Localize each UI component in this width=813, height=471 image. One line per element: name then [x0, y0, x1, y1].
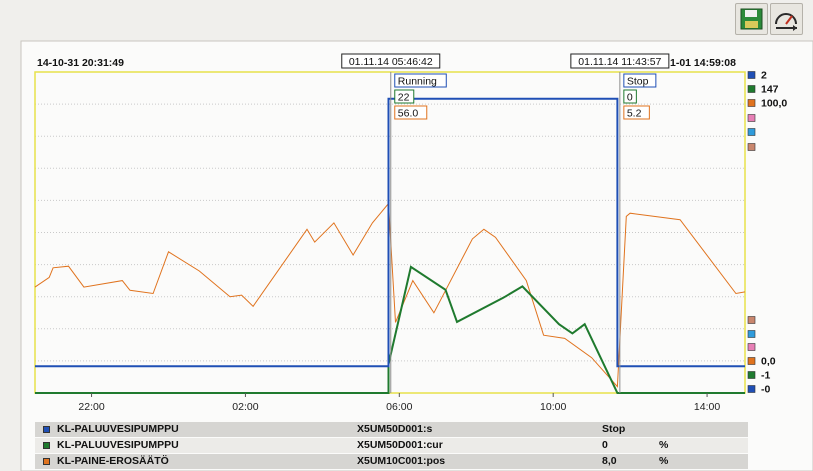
cursor-value-box [394, 89, 415, 104]
legend-signal: X5UM50D001:cur [357, 439, 443, 451]
cursor-value-box [394, 73, 447, 88]
legend-swatch [43, 426, 50, 433]
legend-swatch [43, 458, 50, 465]
axis-marker [747, 357, 756, 365]
cursor-value-label: 56.0 [398, 108, 419, 120]
axis-marker-label: -1 [761, 370, 770, 382]
legend-row[interactable]: KL-PALUUVESIPUMPPU X5UM50D001:s Stop [35, 422, 748, 437]
axis-marker-label: 100,0 [761, 98, 787, 110]
legend-signal: X5UM10C001:pos [357, 455, 446, 467]
x-tick-label: 02:00 [232, 401, 258, 413]
plot-area [34, 71, 746, 394]
start-time-label: 14-10-31 20:31:49 [37, 57, 124, 69]
legend-unit: % [659, 439, 669, 451]
x-tick-label: 22:00 [78, 401, 104, 413]
legend-name: KL-PALUUVESIPUMPPU [57, 439, 179, 451]
legend-row[interactable]: KL-PAINE-EROSÄÄTÖ X5UM10C001:pos 8,0% [35, 454, 748, 469]
legend-value: Stop [602, 423, 626, 435]
legend-name: KL-PALUUVESIPUMPPU [57, 423, 179, 435]
floppy-disk-icon [740, 8, 763, 30]
axis-marker [747, 99, 756, 107]
axis-marker-label: 0,0 [761, 356, 776, 368]
axis-marker [747, 371, 756, 379]
gauge-arrow-icon [775, 13, 797, 31]
cursor-value-box [623, 73, 657, 88]
x-tick-label: 14:00 [694, 401, 720, 413]
cursor-value-label: Stop [627, 76, 649, 88]
cursor-time-label: 01.11.14 05:46:42 [349, 56, 433, 68]
axis-marker [747, 385, 756, 393]
cursor-value-label: 5.2 [627, 108, 642, 120]
timescale-button[interactable] [770, 3, 803, 35]
axis-marker [747, 316, 756, 324]
cursor-value-label: 0 [627, 92, 633, 104]
legend-swatch [43, 442, 50, 449]
cursor-value-box [623, 89, 637, 104]
legend-name: KL-PAINE-EROSÄÄTÖ [57, 455, 169, 467]
axis-marker [747, 128, 756, 136]
axis-marker [747, 143, 756, 151]
x-tick-label: 06:00 [386, 401, 412, 413]
save-button[interactable] [735, 3, 768, 35]
series-line-1 [35, 97, 745, 368]
axis-marker [747, 85, 756, 93]
series-line-3 [34, 202, 746, 388]
legend-signal: X5UM50D001:s [357, 423, 433, 435]
cursor-time-box [570, 53, 670, 69]
legend-value: 8,0 [602, 455, 617, 467]
axis-marker [747, 114, 756, 122]
x-tick-label: 10:00 [540, 401, 566, 413]
cursor-time-box [341, 53, 441, 69]
cursor-time-label: 01.11.14 11:43:57 [578, 56, 661, 68]
cursor-value-label: Running [398, 76, 437, 88]
cursor-value-label: 22 [398, 92, 410, 104]
legend-value: 0 [602, 439, 608, 451]
cursor-value-box [623, 105, 650, 120]
end-time-label: 1-01 14:59:08 [670, 57, 736, 69]
legend-unit: % [659, 455, 669, 467]
axis-marker [747, 330, 756, 338]
axis-marker [747, 343, 756, 351]
axis-marker-label: 147 [761, 84, 779, 96]
axis-marker-label: -0 [761, 384, 770, 396]
axis-marker [747, 71, 756, 79]
legend-row[interactable]: KL-PALUUVESIPUMPPU X5UM50D001:cur 0% [35, 438, 748, 453]
axis-marker-label: 2 [761, 70, 767, 82]
cursor-value-box [394, 105, 428, 120]
